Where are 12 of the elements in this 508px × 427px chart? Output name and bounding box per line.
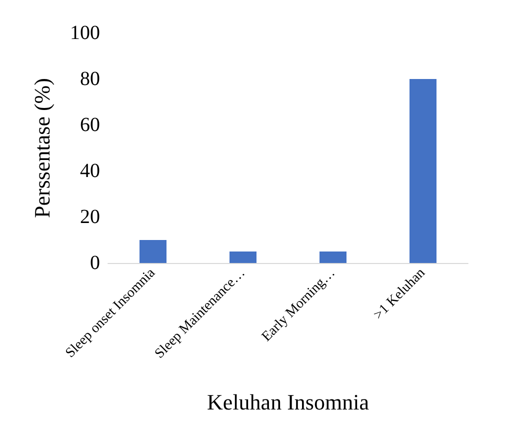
x-axis-title: Keluhan Insomnia bbox=[207, 390, 370, 414]
bar bbox=[320, 252, 346, 263]
y-tick-label: 80 bbox=[80, 68, 100, 90]
y-tick-label: 40 bbox=[80, 160, 100, 182]
y-axis-title: Perssentase (%) bbox=[30, 78, 54, 218]
bar bbox=[410, 79, 436, 263]
y-tick-label: 60 bbox=[80, 114, 100, 136]
y-tick-label: 100 bbox=[70, 22, 100, 44]
y-tick-label: 0 bbox=[90, 252, 100, 274]
bar bbox=[140, 240, 166, 263]
y-tick-label: 20 bbox=[80, 206, 100, 228]
bar bbox=[230, 252, 256, 263]
